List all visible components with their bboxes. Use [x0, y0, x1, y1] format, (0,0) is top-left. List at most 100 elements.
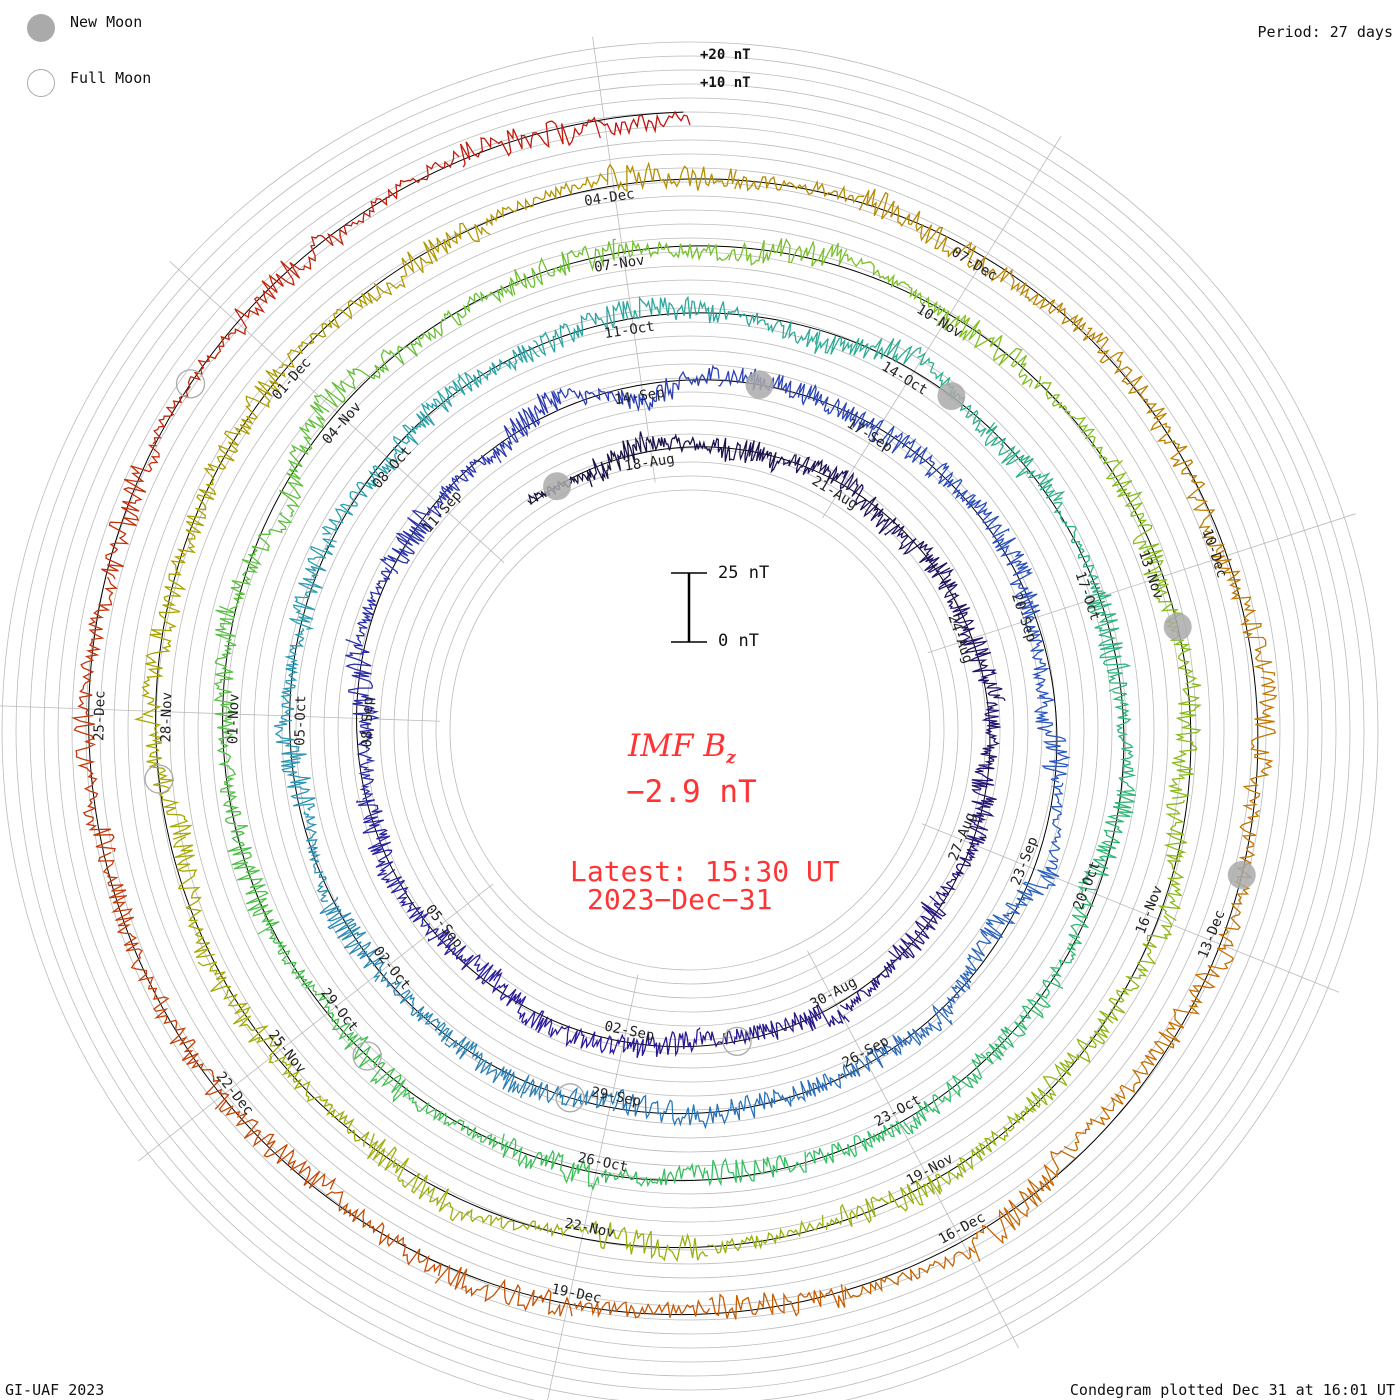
period-label: Period: 27 days	[1257, 23, 1393, 41]
bz-trace-segment	[980, 979, 1064, 1065]
latest-time: Latest: 15:30 UT	[570, 855, 840, 888]
bz-trace-segment	[273, 719, 316, 811]
date-label: 25-Dec	[91, 690, 108, 741]
bz-trace-segment	[1045, 782, 1064, 872]
date-label: 19-Dec	[550, 1281, 603, 1307]
bz-trace-segment	[152, 329, 237, 445]
grid-ring	[197, 237, 1183, 1223]
grid-ring	[57, 97, 1323, 1363]
bz-trace-segment	[935, 310, 1033, 388]
bz-trace-segment	[1078, 789, 1137, 885]
full-moon-legend-label: Full Moon	[70, 69, 152, 87]
bz-trace-segment	[1049, 885, 1098, 987]
bz-trace-segment	[380, 971, 454, 1043]
bz-trace-segment	[814, 329, 922, 365]
bz-trace-segment	[839, 470, 897, 535]
bz-trace-segment	[379, 505, 442, 574]
bz-trace-segment	[734, 175, 865, 204]
bz-trace-segment	[825, 1175, 941, 1230]
bz-trace-segment	[444, 1036, 530, 1099]
date-label: 02-Sep	[603, 1019, 656, 1045]
bz-trace-segment	[345, 638, 381, 723]
full-moon-marker	[352, 1041, 382, 1071]
bz-trace-segment	[380, 868, 440, 937]
bz-trace-segment	[1026, 1018, 1111, 1112]
bz-trace-segment	[844, 1246, 976, 1300]
bz-trace-segment	[941, 931, 992, 1018]
bz-trace-segment	[234, 232, 345, 336]
grid-ring	[127, 167, 1253, 1293]
date-label: 10-Dec	[1199, 527, 1230, 580]
grid-ring	[71, 111, 1309, 1349]
grid-ring	[267, 307, 1113, 1153]
grid-ring	[421, 461, 959, 999]
full-moon-marker	[175, 369, 206, 399]
bz-trace-segment	[339, 149, 460, 236]
grid-ring	[1, 41, 1379, 1400]
bz-trace-segment	[707, 1214, 824, 1254]
bz-trace-segment	[871, 419, 950, 479]
grid-spoke	[921, 823, 1340, 993]
bz-trace-segment	[934, 1105, 1034, 1192]
bz-trace-segment	[280, 627, 305, 721]
grid-spoke	[547, 974, 639, 1400]
bz-trace-segment	[626, 1027, 701, 1058]
bz-trace-segment	[1022, 616, 1050, 698]
bz-trace-segment	[972, 256, 1087, 333]
grid-ring	[323, 363, 1057, 1097]
bz-trace-segment	[903, 1052, 985, 1135]
bz-trace-segment	[960, 635, 1006, 702]
bz-trace-segment	[356, 721, 376, 800]
bz-trace-segment	[274, 1055, 370, 1147]
bz-trace-segment	[1105, 459, 1164, 576]
new-moon-legend-icon	[27, 14, 55, 42]
bz-trace-segment	[218, 1099, 337, 1190]
bz-trace-segment	[935, 841, 980, 905]
latest-date: 2023−Dec−31	[587, 883, 773, 916]
new-moon-legend-label: New Moon	[70, 13, 143, 31]
date-label: 14-Sep	[613, 385, 665, 408]
bz-trace-segment	[101, 444, 160, 580]
bz-trace-segment	[486, 172, 608, 227]
bz-trace-segment	[1112, 690, 1137, 793]
date-label: 01-Nov	[225, 693, 242, 744]
bz-trace-segment	[509, 238, 616, 296]
bz-trace-segment	[313, 342, 418, 408]
scale-bar	[671, 572, 707, 643]
bz-trace-segment	[229, 512, 293, 610]
grid-ring	[351, 391, 1029, 1069]
center-title: IMF Bz	[628, 728, 736, 768]
bz-trace-segment	[965, 770, 997, 845]
bz-trace-segment	[549, 1025, 627, 1056]
bz-trace-segment	[459, 116, 601, 168]
bz-trace-segment	[938, 471, 1010, 538]
bz-trace-segment	[77, 576, 119, 716]
bz-trace-segment	[975, 701, 1001, 773]
bz-trace-segment	[612, 1088, 704, 1127]
bz-trace-segment	[266, 928, 334, 1016]
bz-trace-segment	[625, 295, 726, 324]
bz-trace-segment	[164, 474, 217, 597]
bz-trace-segment	[728, 238, 848, 267]
bz-trace-segment	[227, 825, 280, 935]
bz-trace-segment	[971, 1150, 1076, 1262]
bz-trace-segment	[1150, 941, 1234, 1055]
grid-ring	[337, 377, 1043, 1083]
date-label: 28-Nov	[158, 692, 175, 743]
bz-trace-segment	[552, 387, 640, 413]
bz-trace-segment	[702, 1088, 792, 1130]
bz-trace-segment	[1242, 676, 1278, 811]
grid-ring	[85, 125, 1295, 1335]
scale-bar-top-label: 25 nT	[718, 563, 770, 583]
date-label: 22-Nov	[563, 1216, 616, 1242]
grid-ring	[113, 153, 1267, 1307]
bz-trace-segment	[1053, 501, 1103, 593]
bz-trace-segment	[279, 401, 330, 518]
date-label: 07-Nov	[593, 252, 645, 275]
center-value: −2.9 nT	[626, 774, 757, 810]
bz-trace-segment	[147, 985, 230, 1110]
scale-bar-bottom-label: 0 nT	[718, 631, 759, 651]
bz-trace-segment	[278, 286, 382, 369]
bz-trace-segment	[704, 1151, 807, 1187]
date-label: 18-Aug	[623, 451, 675, 474]
